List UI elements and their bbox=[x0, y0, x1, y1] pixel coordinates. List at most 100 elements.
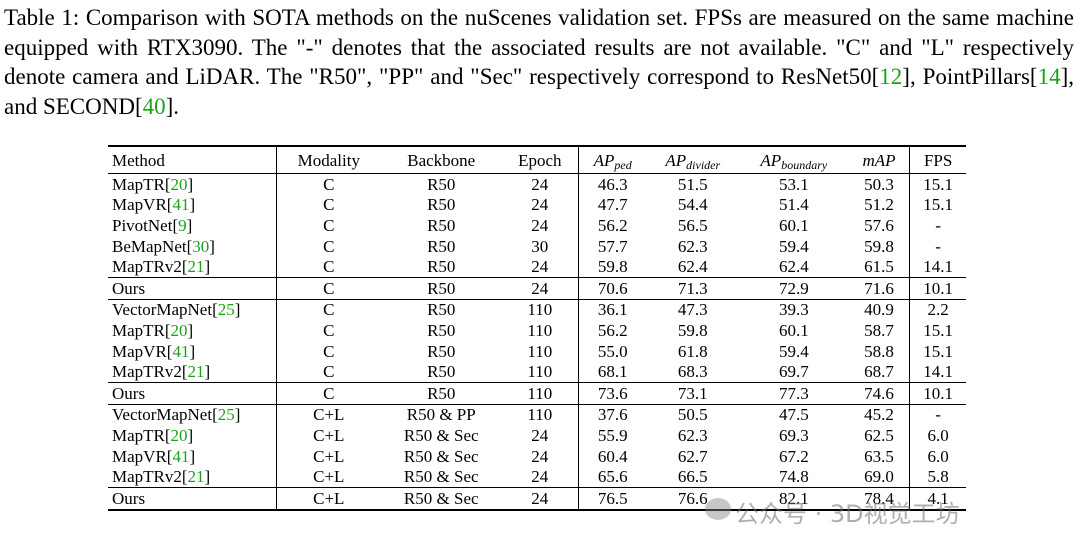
value-cell: 5.8 bbox=[927, 467, 949, 487]
table-row: MapTRv2[21] C R50 24 59.8 62.4 62.4 61.5 14.1 bbox=[108, 256, 966, 278]
method-cell: MapTRv2[21] bbox=[108, 361, 277, 383]
method-name: ] bbox=[187, 320, 194, 340]
value-cell: 74.8 bbox=[778, 467, 809, 487]
caption-text: ]. bbox=[165, 93, 180, 119]
value-cell: 2.2 bbox=[927, 300, 949, 320]
value-cell: 47.5 bbox=[778, 405, 809, 425]
method-cell: MapVR[41] bbox=[108, 340, 277, 362]
value-cell: R50 bbox=[427, 383, 456, 403]
value-cell: 14.1 bbox=[923, 257, 953, 277]
method-name: MapTR[ bbox=[112, 425, 171, 445]
value-cell: - bbox=[935, 236, 941, 256]
value-cell: 55.9 bbox=[597, 425, 628, 445]
method-name: VectorMapNet[ bbox=[112, 300, 218, 320]
table-row: MapTR[20] C+L R50 & Sec 24 55.9 62.3 69.3 62.5 6… bbox=[108, 425, 966, 446]
value-cell: 10.1 bbox=[923, 278, 953, 298]
value-cell: 110 bbox=[501, 382, 579, 405]
value-cell: 82.1 bbox=[778, 488, 809, 508]
value-cell: 67.2 bbox=[778, 446, 809, 466]
column-header: APboundary bbox=[739, 146, 849, 174]
column-header: Backbone bbox=[381, 146, 502, 174]
citation: 21 bbox=[187, 257, 205, 277]
table-row: MapVR[41] C R50 110 55.0 61.8 59.4 58.8 15.1 bbox=[108, 340, 966, 362]
value-cell: R50 bbox=[427, 320, 456, 340]
method-cell: MapTR[20] bbox=[108, 425, 277, 446]
value-cell: 72.9 bbox=[778, 278, 809, 298]
method-cell: MapVR[41] bbox=[108, 194, 277, 216]
value-cell: 74.6 bbox=[848, 382, 911, 405]
value-cell: 110 bbox=[501, 320, 579, 341]
value-cell: C bbox=[323, 300, 335, 320]
column-header: FPS bbox=[910, 146, 966, 174]
citation: 25 bbox=[217, 405, 235, 425]
value-cell: 39.3 bbox=[778, 300, 809, 320]
value-cell: 6.0 bbox=[927, 446, 949, 466]
value-cell: 60.1 bbox=[778, 320, 809, 340]
table-row: Ours C+L R50 & Sec 24 76.5 76.6 82.1 78.4 4.1 bbox=[108, 487, 966, 510]
method-name: ] bbox=[234, 300, 241, 320]
value-cell: 66.5 bbox=[677, 467, 708, 487]
value-cell: 36.1 bbox=[597, 300, 628, 320]
value-cell: 110 bbox=[501, 361, 579, 383]
value-cell: 15.1 bbox=[923, 341, 953, 361]
method-name: MapTRv2[ bbox=[112, 257, 188, 277]
value-cell: 24 bbox=[501, 445, 579, 467]
citation: 20 bbox=[170, 174, 188, 194]
value-cell: 60.1 bbox=[778, 215, 809, 235]
method-cell: PivotNet[9] bbox=[108, 215, 277, 236]
value-cell: - bbox=[935, 405, 941, 425]
table-row: Ours C R50 24 70.6 71.3 72.9 71.6 10.1 bbox=[108, 277, 966, 300]
value-cell: C bbox=[323, 236, 335, 256]
row-group: VectorMapNet[25] C+L R50 & PP 110 37.6 50.5 47… bbox=[108, 404, 966, 488]
value-cell: 68.7 bbox=[848, 361, 911, 383]
value-cell: 14.1 bbox=[923, 362, 953, 382]
value-cell: 15.1 bbox=[923, 320, 953, 340]
value-cell: 24 bbox=[501, 466, 579, 488]
value-cell: R50 bbox=[427, 362, 456, 382]
method-name: MapTR[ bbox=[112, 320, 171, 340]
value-cell: 55.0 bbox=[597, 341, 628, 361]
header-subscript: divider bbox=[686, 157, 721, 172]
method-name: ] bbox=[204, 362, 211, 382]
method-cell: MapTRv2[21] bbox=[108, 466, 277, 488]
value-cell: 73.1 bbox=[677, 383, 708, 403]
value-cell: 50.3 bbox=[848, 173, 911, 195]
value-cell: R50 bbox=[427, 195, 456, 215]
citation: 25 bbox=[217, 300, 235, 320]
value-cell: - bbox=[935, 215, 941, 235]
value-cell: C+L bbox=[313, 488, 345, 508]
method-cell: MapVR[41] bbox=[108, 445, 277, 467]
citation: 20 bbox=[170, 425, 188, 445]
method-name: ] bbox=[187, 174, 194, 194]
value-cell: 110 bbox=[501, 340, 579, 362]
value-cell: 63.5 bbox=[848, 445, 911, 467]
value-cell: C bbox=[323, 278, 335, 298]
value-cell: 62.5 bbox=[848, 425, 911, 446]
table-header: Method Modality Backbone Epoch APped APdivide… bbox=[108, 146, 966, 174]
citation: 21 bbox=[187, 467, 205, 487]
value-cell: 4.1 bbox=[927, 488, 949, 508]
value-cell: C+L bbox=[313, 467, 345, 487]
method-cell: BeMapNet[30] bbox=[108, 235, 277, 257]
value-cell: 46.3 bbox=[597, 174, 628, 194]
value-cell: 68.1 bbox=[597, 362, 628, 382]
value-cell: 60.4 bbox=[597, 446, 628, 466]
method-name: ] bbox=[186, 215, 193, 235]
value-cell: C bbox=[323, 257, 335, 277]
table-row: Ours C R50 110 73.6 73.1 77.3 74.6 10.1 bbox=[108, 382, 966, 405]
value-cell: 62.4 bbox=[677, 257, 708, 277]
header-subscript: boundary bbox=[781, 157, 828, 172]
value-cell: 54.4 bbox=[677, 195, 708, 215]
row-group: Ours C R50 24 70.6 71.3 72.9 71.6 10.1 bbox=[108, 277, 966, 300]
value-cell: 70.6 bbox=[597, 278, 628, 298]
value-cell: 68.3 bbox=[677, 362, 708, 382]
watermark-icon bbox=[705, 498, 731, 520]
value-cell: 15.1 bbox=[923, 174, 953, 194]
value-cell: 62.3 bbox=[677, 425, 708, 445]
value-cell: R50 bbox=[427, 174, 456, 194]
value-cell: 56.2 bbox=[597, 215, 628, 235]
value-cell: 56.5 bbox=[677, 215, 708, 235]
value-cell: 24 bbox=[501, 194, 579, 216]
value-cell: C bbox=[323, 195, 335, 215]
method-name: ] bbox=[204, 257, 211, 277]
